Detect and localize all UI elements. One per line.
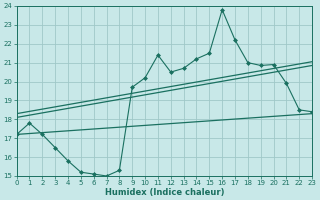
X-axis label: Humidex (Indice chaleur): Humidex (Indice chaleur)	[105, 188, 224, 197]
